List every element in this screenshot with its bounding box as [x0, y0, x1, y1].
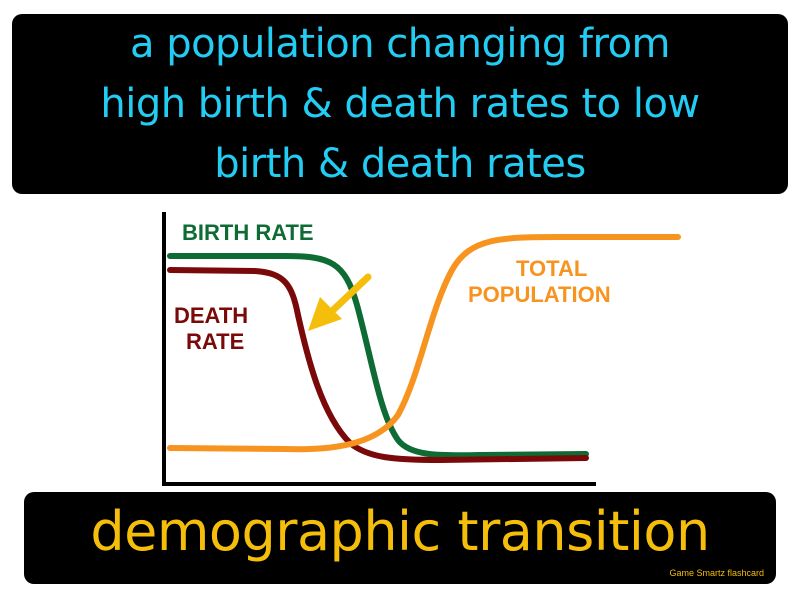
total-population-curve [167, 234, 681, 453]
axes [162, 212, 596, 486]
definition-line-1: a population changing from [129, 21, 671, 67]
birth-rate-curve [167, 253, 589, 459]
total-population-label-line-1: TOTAL [516, 256, 587, 281]
death-rate-curve [167, 267, 589, 464]
term-text: demographic transition [90, 500, 710, 563]
death-rate-label-line-2: RATE [186, 329, 244, 354]
definition-text: a population changing from high birth & … [100, 14, 700, 194]
demographic-transition-diagram: BIRTH RATE DEATH RATE TOTAL POPULATION [162, 212, 681, 486]
death-rate-label-line-1: DEATH [174, 303, 248, 328]
arrow-icon [308, 273, 372, 331]
definition-box: a population changing from high birth & … [12, 14, 788, 194]
total-population-label-line-2: POPULATION [468, 282, 611, 307]
definition-line-2: high birth & death rates to low [100, 81, 700, 127]
term-box: demographic transition Game Smartz flash… [24, 492, 776, 584]
birth-rate-label: BIRTH RATE [182, 220, 314, 245]
credit-text: Game Smartz flashcard [669, 568, 764, 578]
definition-line-3: birth & death rates [214, 141, 586, 187]
